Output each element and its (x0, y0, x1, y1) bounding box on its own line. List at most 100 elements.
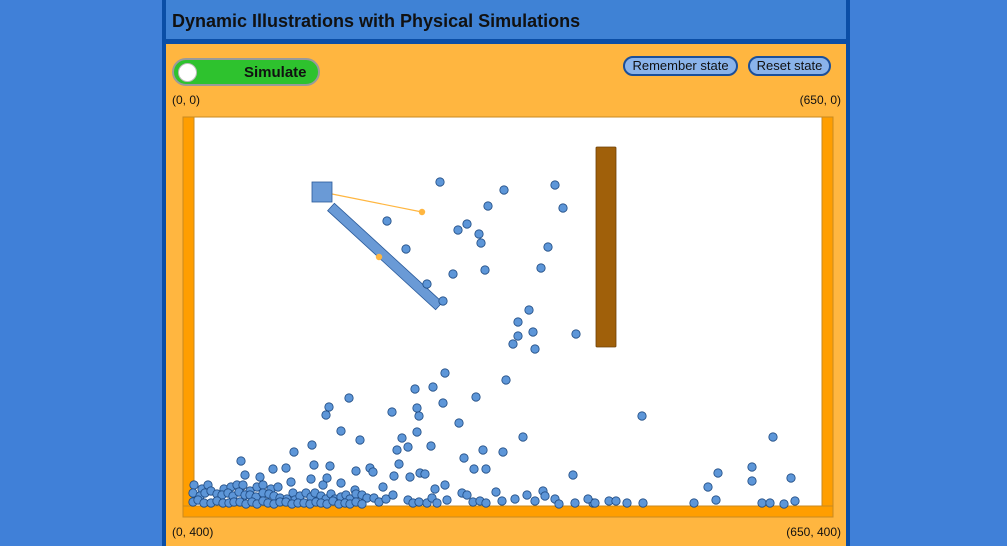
ball[interactable] (321, 410, 331, 420)
ball[interactable] (454, 418, 464, 428)
ball[interactable] (318, 480, 328, 490)
ball[interactable] (322, 473, 332, 483)
simulate-toggle[interactable]: Simulate (172, 58, 320, 86)
remember-state-button[interactable]: Remember state (623, 56, 738, 76)
right-wall[interactable] (821, 116, 834, 518)
ball[interactable] (324, 402, 334, 412)
ball[interactable] (392, 445, 402, 455)
ball[interactable] (236, 456, 246, 466)
ball[interactable] (368, 467, 378, 477)
ball[interactable] (238, 480, 248, 490)
ball[interactable] (711, 495, 721, 505)
ball[interactable] (432, 498, 442, 508)
ball[interactable] (768, 432, 778, 442)
ball[interactable] (442, 495, 452, 505)
ball[interactable] (703, 482, 713, 492)
ball[interactable] (422, 279, 432, 289)
ball[interactable] (540, 491, 550, 501)
ball[interactable] (430, 484, 440, 494)
ball[interactable] (240, 470, 250, 480)
ball[interactable] (389, 471, 399, 481)
ball[interactable] (689, 498, 699, 508)
ball[interactable] (779, 499, 789, 509)
ball[interactable] (518, 432, 528, 442)
ball[interactable] (638, 498, 648, 508)
ball[interactable] (438, 398, 448, 408)
ball[interactable] (281, 463, 291, 473)
ball[interactable] (513, 331, 523, 341)
ball[interactable] (382, 216, 392, 226)
ball[interactable] (471, 392, 481, 402)
ball[interactable] (355, 435, 365, 445)
ball[interactable] (420, 469, 430, 479)
ball[interactable] (622, 498, 632, 508)
left-wall[interactable] (182, 116, 195, 518)
ball[interactable] (325, 461, 335, 471)
ball[interactable] (481, 464, 491, 474)
ball[interactable] (570, 498, 580, 508)
ball[interactable] (530, 496, 540, 506)
ball[interactable] (568, 470, 578, 480)
ball[interactable] (306, 474, 316, 484)
ball[interactable] (474, 229, 484, 239)
ball[interactable] (378, 482, 388, 492)
ball[interactable] (403, 442, 413, 452)
ball[interactable] (508, 339, 518, 349)
ball[interactable] (440, 368, 450, 378)
ball[interactable] (448, 269, 458, 279)
ball[interactable] (558, 203, 568, 213)
ball[interactable] (414, 497, 424, 507)
ball[interactable] (344, 393, 354, 403)
ball[interactable] (510, 494, 520, 504)
ball[interactable] (757, 498, 767, 508)
ball[interactable] (528, 327, 538, 337)
ball[interactable] (462, 490, 472, 500)
pendulum-bar[interactable] (327, 202, 443, 311)
ball[interactable] (478, 445, 488, 455)
ball[interactable] (790, 496, 800, 506)
ball[interactable] (590, 498, 600, 508)
ball[interactable] (440, 480, 450, 490)
ball[interactable] (351, 466, 361, 476)
ball[interactable] (491, 487, 501, 497)
ball[interactable] (307, 440, 317, 450)
ball[interactable] (255, 472, 265, 482)
ball[interactable] (483, 201, 493, 211)
simulation-canvas[interactable] (182, 116, 834, 518)
ball[interactable] (412, 403, 422, 413)
ball[interactable] (405, 472, 415, 482)
ball[interactable] (397, 433, 407, 443)
toggle-knob[interactable] (178, 63, 197, 82)
ball[interactable] (480, 265, 490, 275)
ball[interactable] (476, 238, 486, 248)
ball[interactable] (524, 305, 534, 315)
ball[interactable] (713, 468, 723, 478)
ball[interactable] (501, 375, 511, 385)
ball[interactable] (401, 244, 411, 254)
ball[interactable] (462, 219, 472, 229)
simulation-area[interactable] (182, 116, 834, 518)
ball[interactable] (286, 477, 296, 487)
ball[interactable] (388, 490, 398, 500)
reset-state-button[interactable]: Reset state (748, 56, 831, 76)
ball[interactable] (336, 426, 346, 436)
ball[interactable] (554, 499, 564, 509)
ball[interactable] (459, 453, 469, 463)
ball[interactable] (394, 459, 404, 469)
ball[interactable] (522, 490, 532, 500)
ball[interactable] (637, 411, 647, 421)
ball[interactable] (499, 185, 509, 195)
wooden-post[interactable] (595, 146, 617, 348)
ball[interactable] (268, 464, 278, 474)
ball[interactable] (309, 460, 319, 470)
ball[interactable] (571, 329, 581, 339)
bar-joint[interactable] (375, 253, 383, 261)
ball[interactable] (387, 407, 397, 417)
ball[interactable] (765, 498, 775, 508)
ball[interactable] (414, 411, 424, 421)
ball[interactable] (611, 496, 621, 506)
ball[interactable] (497, 496, 507, 506)
ball[interactable] (543, 242, 553, 252)
pendulum-block[interactable] (311, 181, 333, 203)
ball[interactable] (513, 317, 523, 327)
